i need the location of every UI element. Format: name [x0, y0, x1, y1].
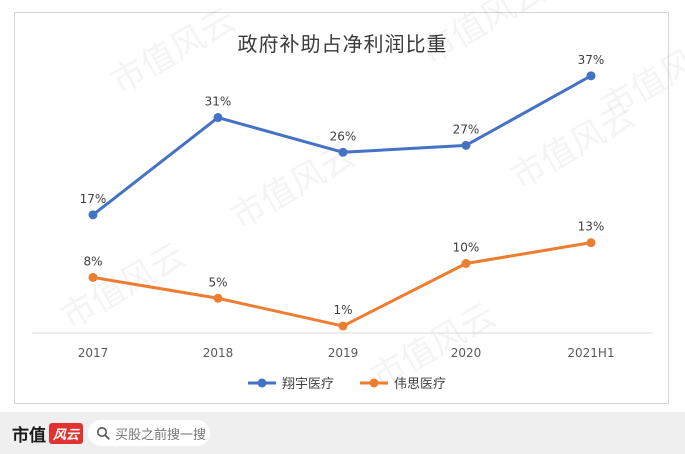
watermark: 市值风云 [105, 0, 243, 103]
data-point [338, 147, 348, 157]
data-label: 31% [205, 95, 232, 109]
x-tick-label: 2020 [451, 346, 482, 360]
data-label: 1% [333, 303, 352, 317]
x-tick-label: 2017 [78, 346, 109, 360]
search-box[interactable]: 买股之前搜一搜 [88, 420, 210, 446]
data-point [213, 293, 223, 303]
data-label: 37% [578, 53, 605, 67]
brand-badge: 风云 [49, 422, 84, 444]
data-label: 8% [83, 254, 102, 268]
data-point [213, 113, 223, 123]
watermark: 市值风云 [55, 235, 193, 338]
legend-swatch-marker [257, 378, 267, 388]
legend-label: 翔宇医疗 [282, 377, 334, 392]
data-point [586, 238, 596, 248]
data-point [88, 272, 98, 282]
legend-swatch-marker [369, 378, 379, 388]
data-point [461, 259, 471, 268]
data-label: 13% [578, 220, 605, 234]
search-placeholder: 买股之前搜一搜 [115, 427, 207, 443]
chart-title: 政府补助占净利润比重 [237, 32, 448, 56]
data-point [88, 210, 98, 220]
data-label: 10% [453, 241, 480, 255]
chart-frame [14, 12, 669, 404]
watermark: 市值风云 [595, 25, 685, 128]
x-tick-label: 2021H1 [567, 346, 614, 360]
chart-card: 政府补助占净利润比重 市值风云 市值风云 市值风云 市值风云 市值风云 市值风云 市值风云 2… [0, 0, 685, 412]
data-label: 17% [80, 192, 107, 206]
data-label: 27% [453, 122, 480, 136]
data-point [338, 321, 348, 331]
brand-name: 市值 [12, 425, 46, 446]
watermark: 市值风云 [415, 0, 553, 73]
data-label: 5% [208, 275, 227, 289]
search-icon [97, 427, 110, 440]
footer-bar: 市值 风云 买股之前搜一搜 [0, 412, 685, 454]
brand-logo[interactable]: 市值 风云 [12, 422, 84, 446]
data-point [586, 71, 596, 81]
legend-label: 伟思医疗 [394, 377, 446, 392]
x-tick-label: 2019 [328, 346, 359, 360]
data-point [461, 140, 471, 150]
data-label: 26% [330, 129, 357, 143]
x-tick-label: 2018 [203, 346, 234, 360]
